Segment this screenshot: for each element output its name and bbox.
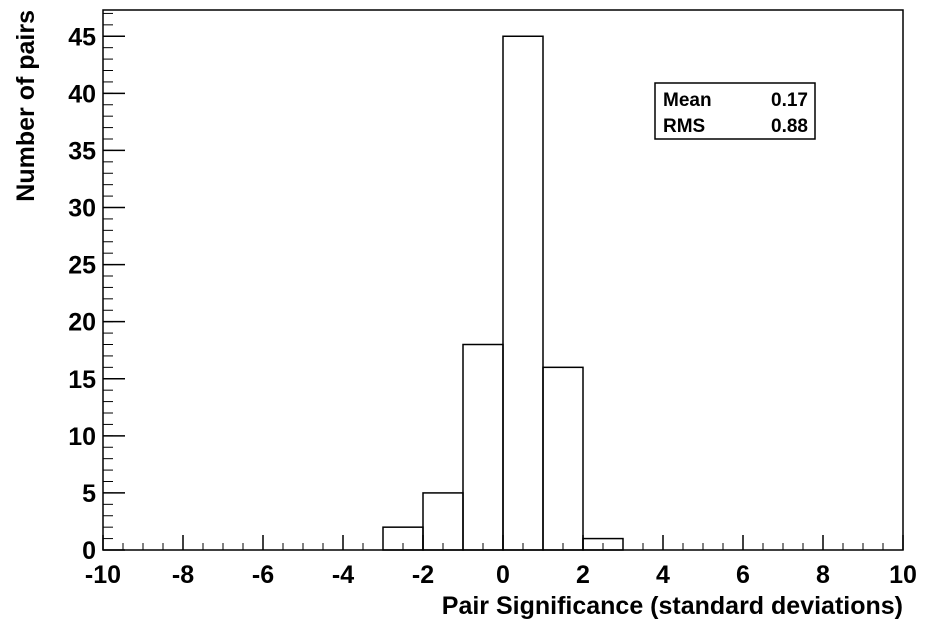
y-tick-label: 20 xyxy=(68,309,96,337)
y-tick-label: 15 xyxy=(68,366,96,394)
stats-box: Mean 0.17 RMS 0.88 xyxy=(654,82,816,140)
x-tick-label: 0 xyxy=(496,561,510,589)
y-tick-label: 30 xyxy=(68,195,96,223)
x-tick-label: -8 xyxy=(172,561,194,589)
x-axis-ticks: -10 -8 -6 -4 -2 0 2 4 6 8 10 xyxy=(85,535,917,589)
y-axis-ticks: 0 5 10 15 20 25 30 35 40 45 xyxy=(68,23,125,565)
y-tick-label: 5 xyxy=(82,480,96,508)
y-tick-label: 45 xyxy=(68,23,96,51)
x-tick-label: -4 xyxy=(332,561,354,589)
stats-mean-value: 0.17 xyxy=(771,90,808,111)
stats-rms-label: RMS xyxy=(663,116,705,137)
x-tick-label: 4 xyxy=(656,561,670,589)
stats-box-frame xyxy=(654,82,816,140)
x-tick-label: 8 xyxy=(816,561,830,589)
x-tick-label: -6 xyxy=(252,561,274,589)
y-tick-label: 0 xyxy=(82,537,96,565)
histogram-bars xyxy=(382,35,624,551)
stats-mean-label: Mean xyxy=(663,90,712,111)
y-tick-label: 10 xyxy=(68,423,96,451)
x-tick-label: 10 xyxy=(889,561,917,589)
y-tick-label: 25 xyxy=(68,252,96,280)
x-tick-label: 6 xyxy=(736,561,750,589)
x-axis-title: Pair Significance (standard deviations) xyxy=(442,592,903,620)
x-tick-label: -10 xyxy=(85,561,121,589)
x-tick-label: -2 xyxy=(412,561,434,589)
y-axis-title: Number of pairs xyxy=(12,10,40,202)
y-tick-label: 40 xyxy=(68,80,96,108)
x-tick-label: 2 xyxy=(576,561,590,589)
y-tick-label: 35 xyxy=(68,137,96,165)
stats-rms-value: 0.88 xyxy=(771,116,808,137)
